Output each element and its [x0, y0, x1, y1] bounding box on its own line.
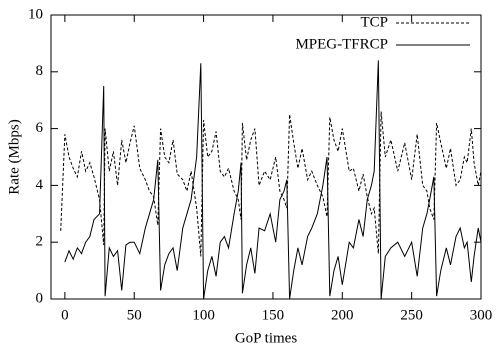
x-tick-label: 300 — [470, 307, 493, 323]
x-axis-title: GoP times — [235, 330, 298, 346]
legend-label: MPEG-TFRCP — [295, 36, 388, 52]
x-tick-label: 0 — [61, 307, 69, 323]
legend-label: TCP — [360, 14, 388, 30]
x-tick-label: 100 — [192, 307, 215, 323]
series-line — [64, 60, 482, 300]
y-tick-label: 8 — [36, 63, 44, 79]
y-axis-title: Rate (Mbps) — [6, 119, 22, 194]
series-line — [60, 111, 482, 257]
x-tick-label: 50 — [127, 307, 142, 323]
y-tick-label: 0 — [36, 290, 44, 306]
y-tick-label: 10 — [28, 6, 43, 22]
x-tick-label: 250 — [400, 307, 423, 323]
y-tick-label: 4 — [36, 177, 44, 193]
x-tick-label: 200 — [331, 307, 354, 323]
plot-frame — [50, 14, 482, 300]
y-tick-label: 6 — [36, 120, 44, 136]
x-tick-label: 150 — [262, 307, 285, 323]
y-tick-label: 2 — [36, 234, 44, 250]
